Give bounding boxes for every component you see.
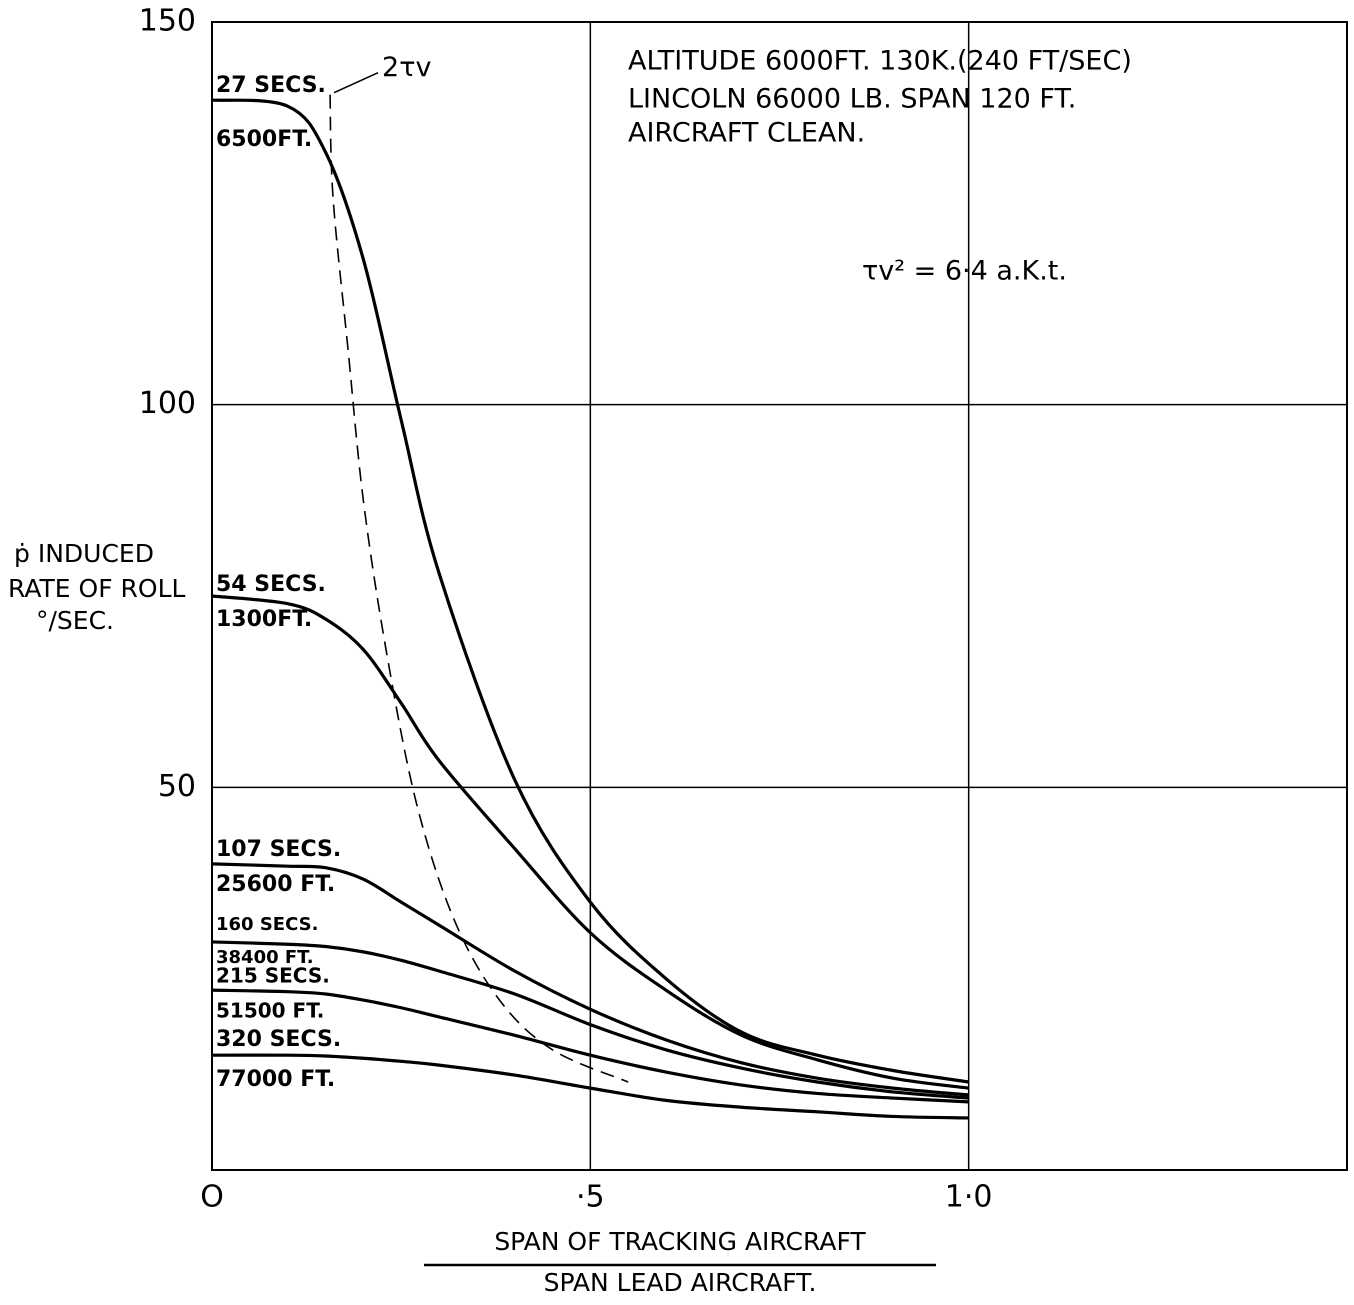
series-altitude: 6500FT.: [216, 127, 312, 152]
curve: [211, 988, 969, 1104]
series-altitude: 51500 FT.: [216, 999, 324, 1023]
y-axis-label: °/SEC.: [36, 606, 114, 635]
curve: [211, 940, 969, 1100]
annotation: LINCOLN 66000 LB. SPAN 120 FT.: [628, 84, 1076, 115]
x-tick-label: 1·0: [945, 1180, 993, 1215]
y-axis-label: ṗ INDUCED: [14, 539, 154, 568]
annotation: ALTITUDE 6000FT. 130K.(240 FT/SEC): [628, 46, 1132, 77]
dashed-curve: [329, 94, 629, 1083]
series-label: 2τv: [382, 52, 431, 83]
curve: [211, 862, 969, 1097]
x-axis-label: SPAN LEAD AIRCRAFT.: [544, 1268, 817, 1297]
series-altitude: 38400 FT.: [216, 947, 314, 968]
series-label: 160 SECS.: [216, 914, 318, 935]
annotation: AIRCRAFT CLEAN.: [628, 118, 865, 149]
series-label: 107 SECS.: [216, 837, 341, 862]
series-label: 320 SECS.: [216, 1027, 341, 1052]
annotation: τv² = 6·4 a.K.t.: [862, 256, 1067, 287]
curve: [211, 1053, 969, 1120]
series-altitude: 25600 FT.: [216, 872, 335, 897]
series-label: 54 SECS.: [216, 572, 326, 597]
series-label: 215 SECS.: [216, 964, 330, 988]
series-altitude: 77000 FT.: [216, 1067, 335, 1092]
label-arrow: [333, 71, 379, 94]
curve: [211, 98, 969, 1084]
y-axis-label: RATE OF ROLL: [8, 574, 186, 603]
x-tick-label: ·5: [576, 1180, 605, 1215]
y-tick-label: 50: [158, 769, 196, 804]
curve: [211, 594, 969, 1090]
x-tick-label: O: [200, 1180, 224, 1215]
series-altitude: 1300FT.: [216, 607, 312, 632]
y-tick-label: 150: [139, 4, 196, 39]
y-tick-label: 100: [139, 386, 196, 421]
plot-frame: [211, 21, 1348, 1171]
x-axis-label: SPAN OF TRACKING AIRCRAFT: [494, 1227, 866, 1256]
series-label: 27 SECS.: [216, 73, 326, 98]
